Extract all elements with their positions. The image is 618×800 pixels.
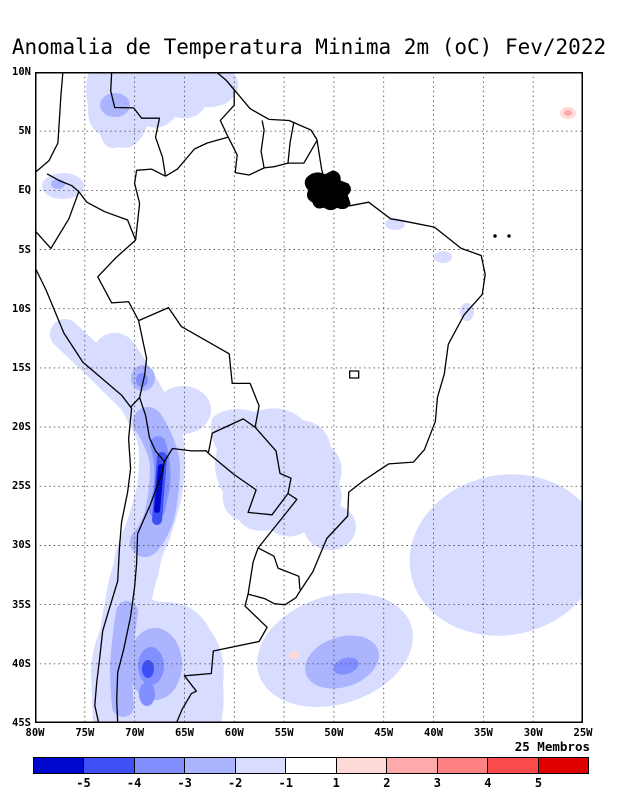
colorbar bbox=[33, 757, 589, 774]
lat-tick-label: 25S bbox=[12, 480, 31, 493]
colorbar-tick-label: -2 bbox=[227, 776, 243, 790]
colorbar-segment bbox=[33, 757, 85, 774]
colorbar-tick-label: 5 bbox=[534, 776, 543, 790]
lon-tick-label: 60W bbox=[224, 727, 244, 739]
colorbar-tick-label: -4 bbox=[126, 776, 142, 790]
colorbar-tick-label: 3 bbox=[433, 776, 441, 790]
lat-tick-label: 5N bbox=[18, 125, 31, 138]
lon-tick-label: 75W bbox=[75, 727, 95, 739]
anomaly-blob bbox=[136, 373, 148, 387]
lon-tick-label: 65W bbox=[174, 727, 194, 739]
colorbar-segment bbox=[234, 757, 287, 774]
lon-tick-label: 55W bbox=[274, 727, 294, 739]
lon-tick-label: 45W bbox=[374, 727, 394, 739]
colorbar-segment bbox=[184, 757, 236, 774]
map-frame bbox=[35, 72, 583, 723]
anomaly-blob bbox=[333, 657, 359, 675]
lat-tick-label: 30S bbox=[12, 539, 31, 552]
lon-tick-label: 80W bbox=[25, 727, 45, 739]
lat-tick-label: 20S bbox=[12, 421, 31, 434]
colorbar-tick-label: -5 bbox=[76, 776, 91, 790]
colorbar-segment bbox=[487, 757, 539, 774]
map-plot bbox=[35, 72, 583, 723]
colorbar-segment bbox=[436, 757, 489, 774]
anomaly-blob bbox=[86, 72, 239, 149]
anomaly-blob bbox=[304, 504, 356, 550]
lat-tick-label: 45S bbox=[12, 717, 31, 729]
anomaly-shading bbox=[42, 72, 583, 723]
colorbar-segment bbox=[285, 757, 337, 774]
lat-tick-label: 10S bbox=[12, 302, 31, 315]
colorbar-tick-label: -3 bbox=[177, 776, 192, 790]
country-borders bbox=[35, 72, 318, 723]
island-dot bbox=[493, 234, 497, 238]
island-dot bbox=[507, 234, 511, 238]
anomaly-blob bbox=[289, 651, 299, 659]
anomaly-blob bbox=[409, 474, 583, 636]
colorbar-segment bbox=[83, 757, 135, 774]
coastlines-borders bbox=[35, 72, 511, 723]
lat-tick-label: 15S bbox=[12, 361, 31, 374]
ensemble-members-label: 25 Membros bbox=[514, 739, 590, 754]
lon-tick-label: 70W bbox=[125, 727, 145, 739]
colorbar-tick-label: -1 bbox=[278, 776, 293, 790]
colorbar-tick-label: 2 bbox=[383, 776, 391, 790]
anomaly-strip bbox=[154, 464, 164, 513]
amazon-estuary bbox=[304, 170, 351, 211]
lon-tick-label: 50W bbox=[324, 727, 344, 739]
anomaly-blob bbox=[139, 682, 155, 706]
anomaly-blob bbox=[155, 386, 211, 434]
lat-tick-label: 5S bbox=[18, 243, 31, 256]
colorbar-segment bbox=[537, 757, 589, 774]
colorbar-tick-label: 1 bbox=[332, 776, 340, 790]
lon-tick-label: 40W bbox=[424, 727, 444, 739]
lat-tick-label: 40S bbox=[12, 657, 31, 670]
colorbar-tick-label: 4 bbox=[484, 776, 492, 790]
anomaly-blob bbox=[100, 93, 130, 117]
lat-tick-label: 35S bbox=[12, 598, 31, 611]
anomaly-blob bbox=[434, 251, 452, 263]
coastline bbox=[35, 72, 486, 723]
lat-tick-label: 10N bbox=[12, 66, 31, 78]
distrito-federal-outline bbox=[349, 370, 360, 379]
anomaly-blob bbox=[564, 110, 572, 116]
lon-tick-label: 30W bbox=[523, 727, 543, 739]
anomaly-strip bbox=[109, 601, 138, 717]
colorbar-segment bbox=[386, 757, 438, 774]
lat-tick-label: EQ bbox=[18, 184, 31, 197]
anomaly-blob bbox=[210, 408, 342, 537]
colorbar-segment bbox=[133, 757, 186, 774]
anomaly-blob bbox=[142, 660, 154, 678]
colorbar-segment bbox=[335, 757, 388, 774]
chart-title: Anomalia de Temperatura Minima 2m (oC) F… bbox=[11, 35, 607, 59]
lon-tick-label: 25W bbox=[573, 727, 593, 739]
map-canvas bbox=[35, 72, 583, 723]
lon-tick-label: 35W bbox=[473, 727, 493, 739]
